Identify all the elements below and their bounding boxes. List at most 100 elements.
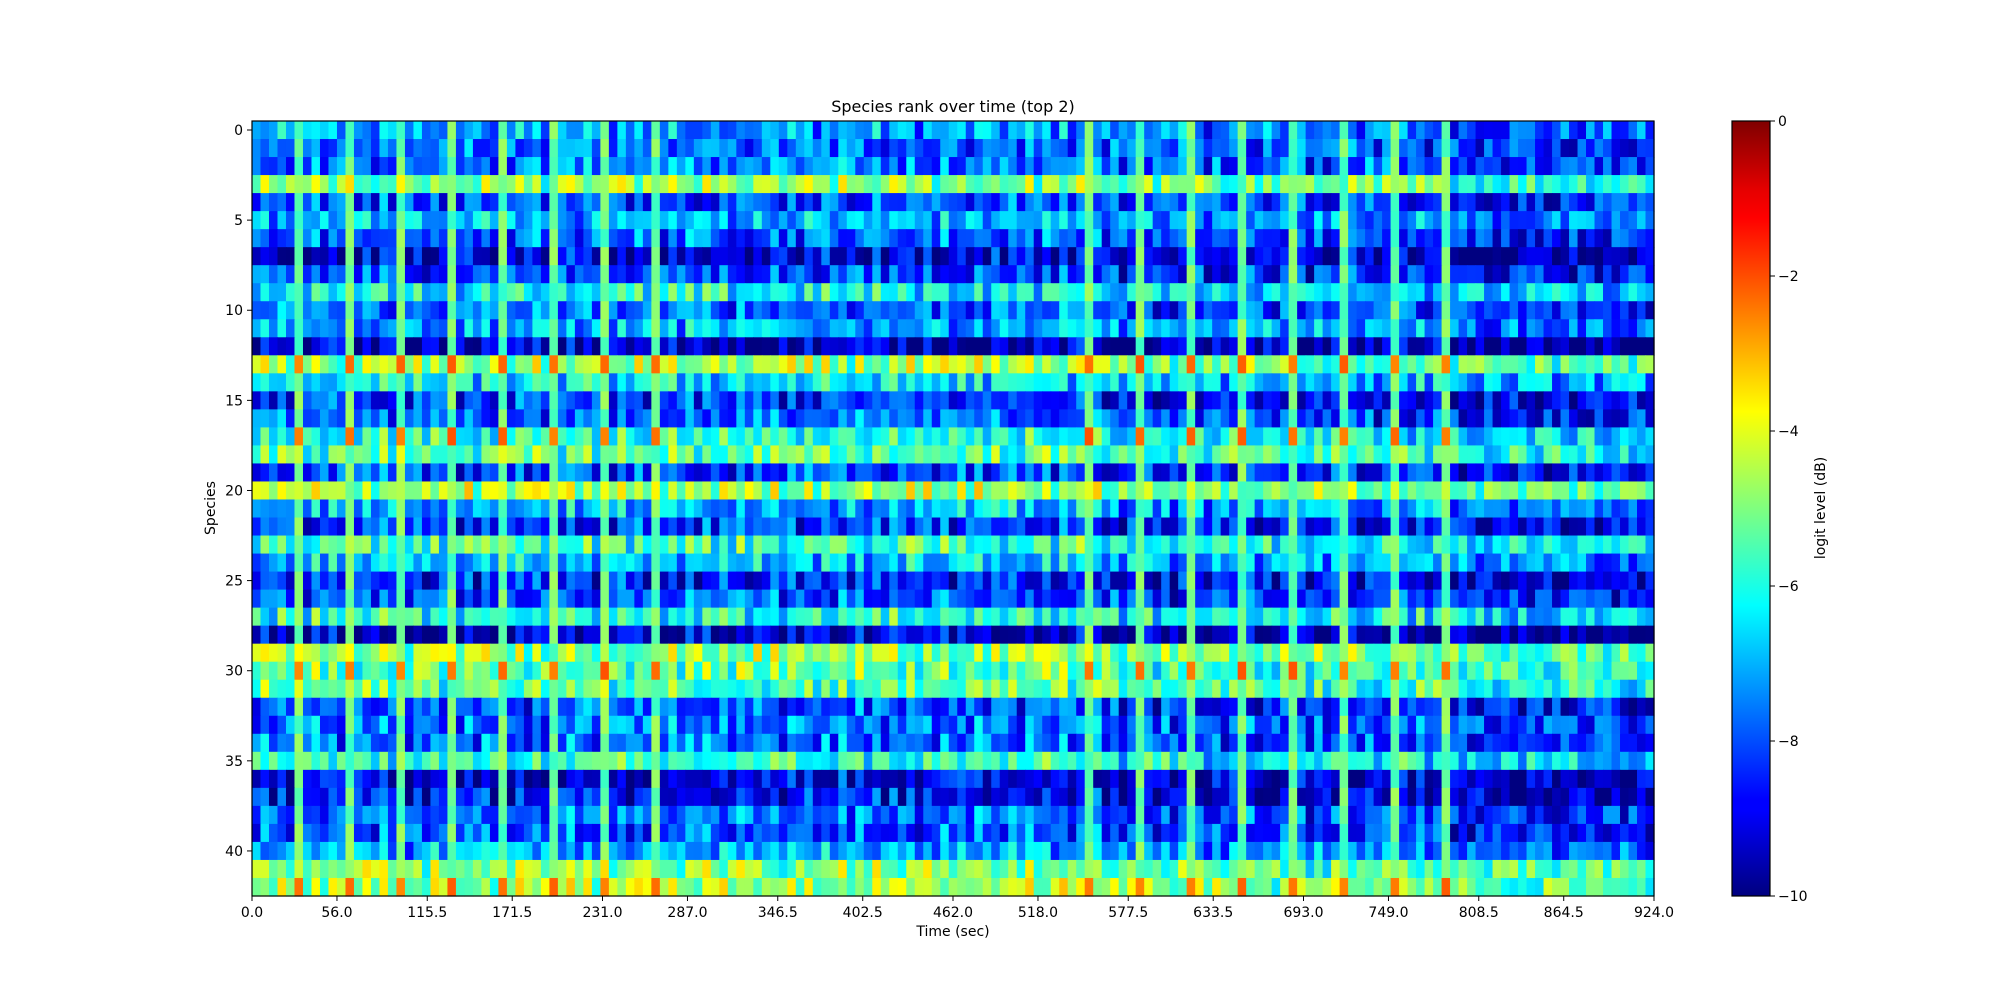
heatmap-cell	[863, 625, 873, 645]
heatmap-cell	[1237, 373, 1247, 392]
heatmap-cell	[1331, 553, 1341, 573]
heatmap-cell	[608, 193, 618, 212]
heatmap-cell	[1620, 355, 1630, 374]
heatmap-cell	[1067, 193, 1077, 212]
heatmap-cell	[387, 427, 398, 447]
heatmap-cell	[1254, 643, 1264, 663]
heatmap-cell	[404, 193, 415, 212]
heatmap-cell	[693, 391, 703, 410]
heatmap-cell	[625, 517, 635, 537]
heatmap-cell	[1220, 463, 1230, 483]
heatmap-cell	[413, 409, 423, 428]
heatmap-cell	[1637, 319, 1647, 338]
heatmap-cell	[396, 409, 406, 428]
heatmap-cell	[1186, 301, 1196, 320]
heatmap-cell	[736, 337, 746, 356]
heatmap-cell	[1186, 319, 1196, 338]
heatmap-cell	[1577, 553, 1587, 573]
heatmap-cell	[659, 139, 669, 158]
heatmap-cell	[974, 607, 984, 627]
heatmap-cell	[719, 193, 729, 212]
heatmap-cell	[719, 139, 729, 158]
heatmap-cell	[1501, 517, 1511, 537]
heatmap-cell	[685, 319, 695, 338]
heatmap-cell	[1560, 409, 1570, 428]
heatmap-cell	[302, 157, 313, 176]
heatmap-cell	[914, 409, 924, 428]
heatmap-cell	[336, 607, 347, 627]
heatmap-cell	[1212, 211, 1222, 230]
heatmap-cell	[991, 373, 1001, 392]
heatmap-cell	[753, 355, 763, 374]
heatmap-cell	[1059, 139, 1069, 158]
heatmap-cell	[345, 517, 355, 537]
heatmap-cell	[328, 355, 338, 374]
heatmap-cell	[1416, 175, 1426, 194]
heatmap-cell	[489, 229, 500, 248]
heatmap-cell	[311, 625, 321, 645]
heatmap-cell	[540, 625, 550, 645]
heatmap-cell	[1195, 211, 1205, 230]
heatmap-cell	[906, 175, 916, 194]
heatmap-cell	[268, 391, 279, 410]
heatmap-cell	[685, 193, 695, 212]
heatmap-cell	[523, 139, 533, 158]
heatmap-cell	[1501, 553, 1511, 573]
heatmap-cell	[1237, 643, 1247, 663]
heatmap-cell	[1076, 355, 1086, 374]
heatmap-cell	[404, 625, 415, 645]
heatmap-cell	[940, 391, 950, 410]
heatmap-cell	[1008, 121, 1018, 140]
heatmap-cell	[906, 427, 916, 447]
heatmap-cell	[1450, 607, 1460, 627]
heatmap-cell	[1271, 319, 1281, 338]
heatmap-cell	[1569, 157, 1579, 176]
heatmap-cell	[812, 589, 822, 609]
heatmap-cell	[1594, 625, 1604, 645]
heatmap-cell	[710, 589, 720, 609]
heatmap-cell	[1458, 499, 1468, 519]
heatmap-cell	[1356, 499, 1366, 519]
heatmap-cell	[1237, 337, 1247, 356]
heatmap-cell	[1450, 229, 1460, 248]
heatmap-cell	[753, 499, 763, 519]
heatmap-cell	[540, 427, 550, 447]
heatmap-cell	[506, 247, 517, 266]
heatmap-cell	[1203, 211, 1213, 230]
heatmap-cell	[583, 283, 593, 302]
heatmap-cell	[1645, 355, 1655, 374]
heatmap-cell	[1220, 391, 1230, 410]
heatmap-cell	[974, 229, 984, 248]
heatmap-cell	[957, 481, 967, 501]
heatmap-cell	[863, 391, 873, 410]
heatmap-cell	[455, 589, 466, 609]
heatmap-cell	[498, 283, 508, 302]
heatmap-cell	[710, 211, 720, 230]
heatmap-cell	[1450, 121, 1460, 140]
heatmap-cell	[319, 157, 330, 176]
heatmap-cell	[982, 481, 992, 501]
heatmap-cell	[676, 175, 686, 194]
heatmap-cell	[387, 175, 398, 194]
heatmap-cell	[260, 355, 270, 374]
heatmap-cell	[1127, 355, 1137, 374]
heatmap-cell	[1271, 247, 1281, 266]
heatmap-cell	[965, 643, 975, 663]
heatmap-cell	[1110, 481, 1120, 501]
heatmap-cell	[591, 409, 601, 428]
heatmap-cell	[532, 481, 542, 501]
heatmap-cell	[1518, 211, 1528, 230]
heatmap-cell	[1169, 319, 1179, 338]
heatmap-cell	[1373, 355, 1383, 374]
heatmap-cell	[387, 355, 398, 374]
heatmap-cell	[838, 499, 848, 519]
heatmap-cell	[1552, 553, 1562, 573]
heatmap-cell	[1569, 265, 1579, 284]
heatmap-cell	[651, 247, 661, 266]
heatmap-cell	[1492, 337, 1502, 356]
heatmap-cell	[719, 229, 729, 248]
heatmap-cell	[1161, 229, 1171, 248]
heatmap-cell	[413, 427, 423, 447]
heatmap-cell	[727, 409, 737, 428]
heatmap-cell	[982, 535, 992, 555]
